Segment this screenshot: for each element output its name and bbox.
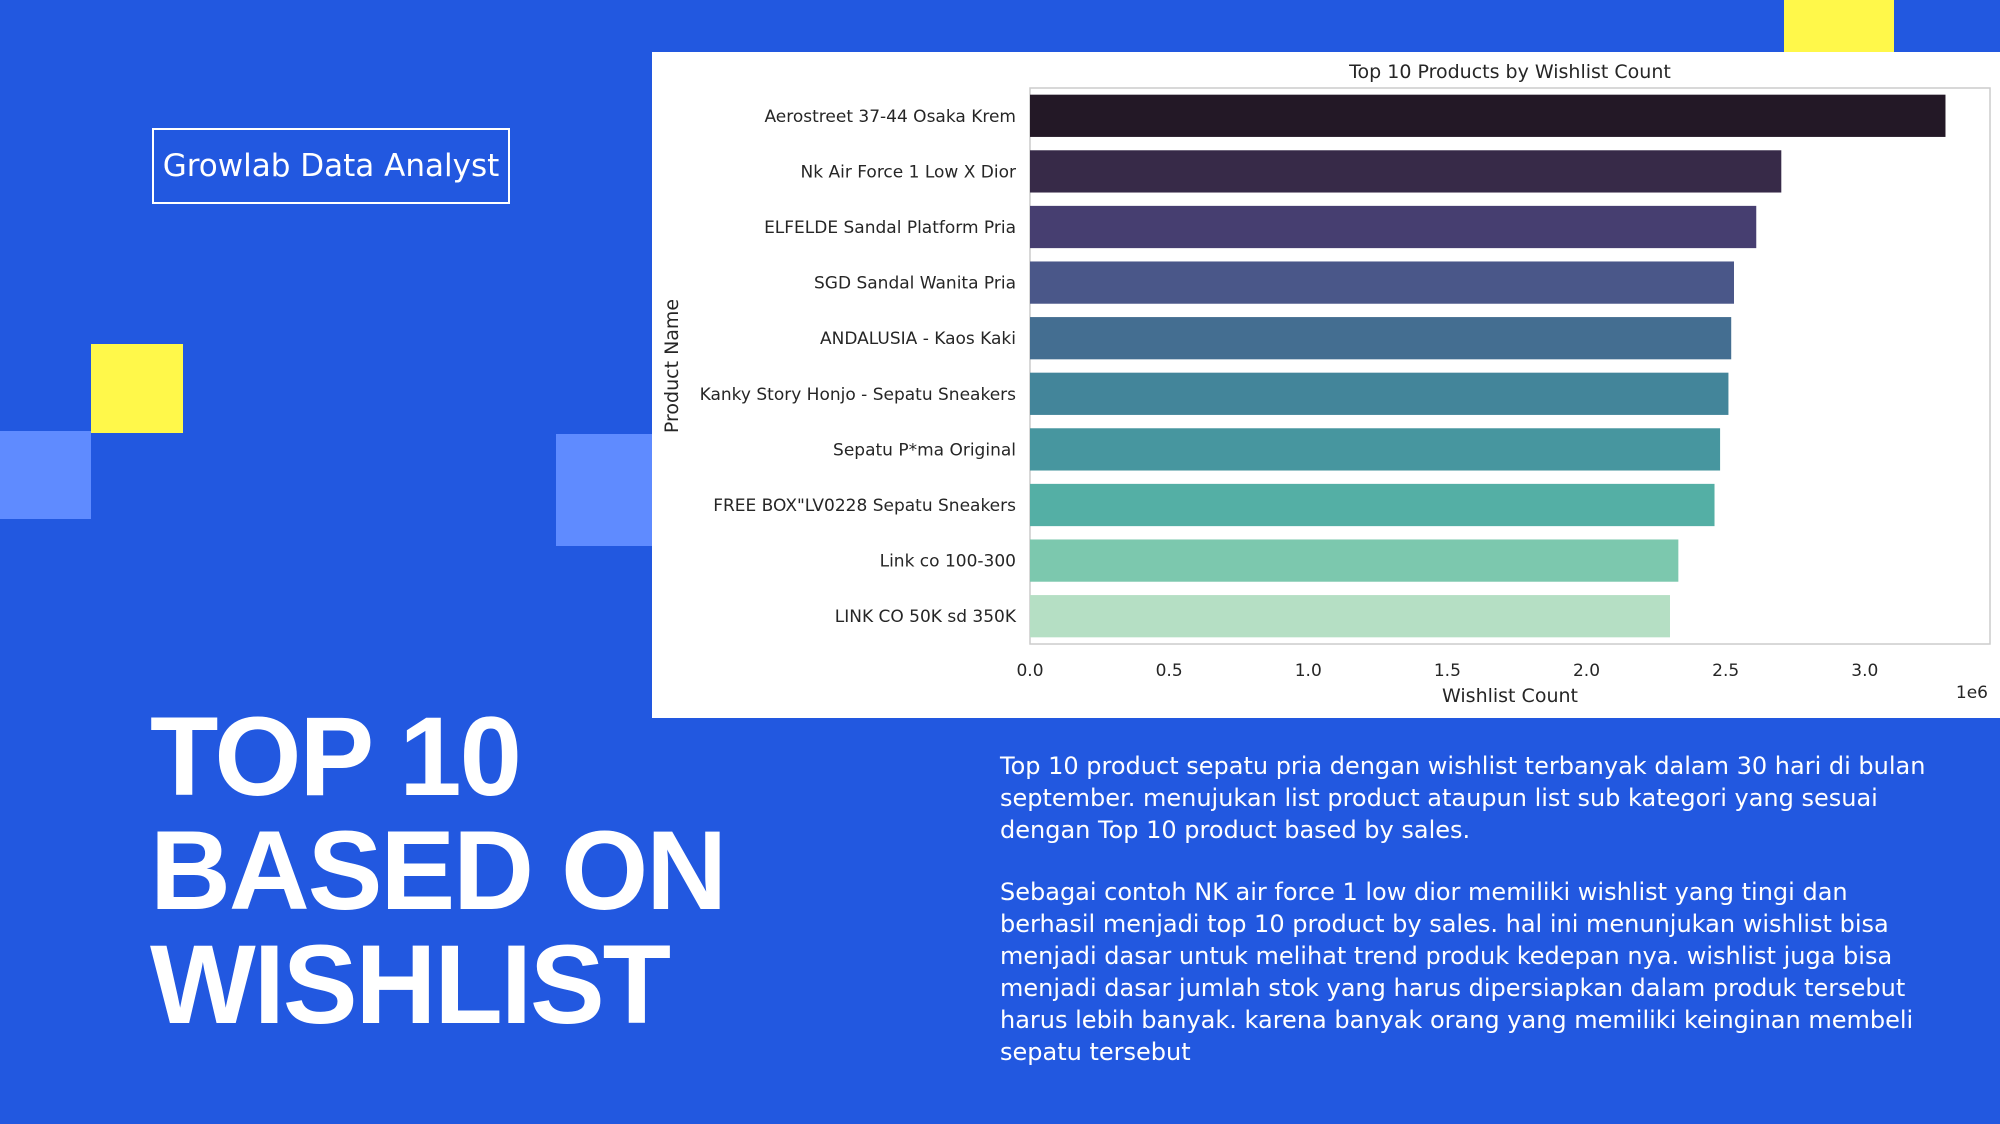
bar-2 xyxy=(1030,150,1782,193)
chart-card: Top 10 Products by Wishlist Count Aerostr… xyxy=(652,52,2000,718)
y-tick-label-8: FREE BOX"LV0228 Sepatu Sneakers xyxy=(713,496,1016,516)
hero-title-line-2: BASED ON xyxy=(150,808,727,933)
x-tick-label-7: 3.0 xyxy=(1851,661,1878,681)
brand-badge: Growlab Data Analyst xyxy=(152,128,510,204)
x-tick-label-5: 2.0 xyxy=(1573,661,1600,681)
y-tick-label-3: ELFELDE Sandal Platform Pria xyxy=(764,218,1016,238)
hero-title-line-3: WISHLIST xyxy=(150,922,671,1047)
description-paragraph-1: Top 10 product sepatu pria dengan wishli… xyxy=(1000,752,1926,844)
bar-7 xyxy=(1030,428,1721,471)
bar-8 xyxy=(1030,483,1715,527)
x-axis-label: Wishlist Count xyxy=(1442,685,1578,707)
bar-3 xyxy=(1030,205,1757,249)
x-tick-label-2: 0.5 xyxy=(1156,661,1183,681)
x-scale-label: 1e6 xyxy=(1956,683,1988,703)
bar-5 xyxy=(1030,317,1732,360)
x-tick-label-3: 1.0 xyxy=(1295,661,1322,681)
y-tick-label-2: Nk Air Force 1 Low X Dior xyxy=(801,162,1016,182)
x-tick-label-6: 2.5 xyxy=(1712,661,1739,681)
chart-title: Top 10 Products by Wishlist Count xyxy=(1348,61,1671,83)
bar-6 xyxy=(1030,372,1729,415)
light-blue-block-left xyxy=(0,431,91,519)
description-paragraph-2: Sebagai contoh NK air force 1 low dior m… xyxy=(1000,878,1914,1066)
light-blue-block-center xyxy=(556,434,652,546)
y-tick-label-5: ANDALUSIA - Kaos Kaki xyxy=(820,329,1016,349)
hero-title: TOP 10 BASED ON WISHLIST xyxy=(150,700,770,1042)
yellow-block-left xyxy=(91,344,183,433)
description: Top 10 product sepatu pria dengan wishli… xyxy=(1000,750,1940,1098)
yellow-block-top xyxy=(1784,0,1894,52)
y-tick-label-4: SGD Sandal Wanita Pria xyxy=(814,274,1016,294)
y-tick-label-6: Kanky Story Honjo - Sepatu Sneakers xyxy=(700,385,1017,405)
x-tick-label-4: 1.5 xyxy=(1434,661,1461,681)
y-tick-label-9: Link co 100-300 xyxy=(880,552,1016,572)
hero-title-line-1: TOP 10 xyxy=(150,694,522,819)
y-tick-label-1: Aerostreet 37-44 Osaka Krem xyxy=(764,107,1016,127)
bar-4 xyxy=(1030,261,1734,304)
bar-1 xyxy=(1030,94,1946,137)
y-tick-label-10: LINK CO 50K sd 350K xyxy=(835,607,1017,627)
wishlist-bar-chart: Top 10 Products by Wishlist Count Aerostr… xyxy=(661,61,1991,707)
plot-frame xyxy=(1029,87,1991,645)
y-tick-label-7: Sepatu P*ma Original xyxy=(833,440,1016,460)
y-axis-label: Product Name xyxy=(661,299,683,433)
bar-9 xyxy=(1030,539,1679,582)
brand-badge-label: Growlab Data Analyst xyxy=(162,148,500,184)
x-tick-label-1: 0.0 xyxy=(1016,661,1043,681)
bar-10 xyxy=(1030,595,1670,638)
